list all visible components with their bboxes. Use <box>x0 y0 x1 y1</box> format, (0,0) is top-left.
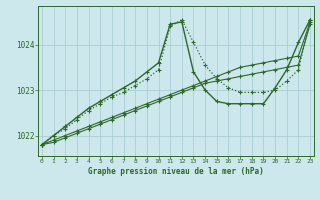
X-axis label: Graphe pression niveau de la mer (hPa): Graphe pression niveau de la mer (hPa) <box>88 167 264 176</box>
